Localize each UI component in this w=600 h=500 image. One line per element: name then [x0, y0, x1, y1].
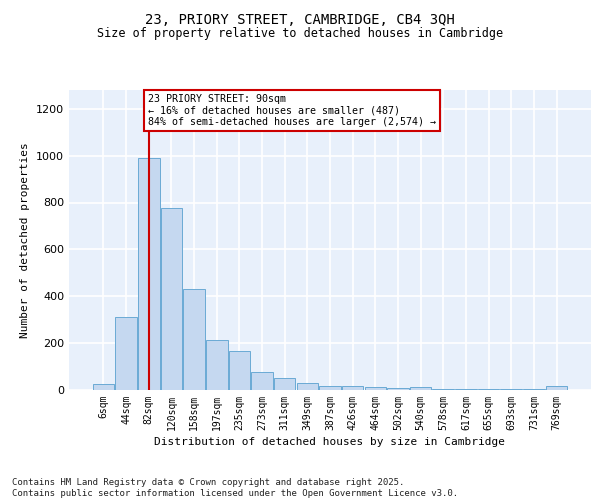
Bar	[206, 340, 227, 390]
Bar	[433, 389, 454, 390]
X-axis label: Distribution of detached houses by size in Cambridge: Distribution of detached houses by size …	[155, 437, 505, 447]
Text: 23, PRIORY STREET, CAMBRIDGE, CB4 3QH: 23, PRIORY STREET, CAMBRIDGE, CB4 3QH	[145, 12, 455, 26]
Bar	[161, 208, 182, 390]
Text: Size of property relative to detached houses in Cambridge: Size of property relative to detached ho…	[97, 28, 503, 40]
Y-axis label: Number of detached properties: Number of detached properties	[20, 142, 31, 338]
Bar	[138, 158, 160, 390]
Bar	[93, 384, 114, 390]
Bar	[342, 386, 364, 390]
Bar	[319, 386, 341, 390]
Bar	[184, 289, 205, 390]
Bar	[365, 387, 386, 390]
Bar	[410, 387, 431, 390]
Bar	[387, 388, 409, 390]
Text: 23 PRIORY STREET: 90sqm
← 16% of detached houses are smaller (487)
84% of semi-d: 23 PRIORY STREET: 90sqm ← 16% of detache…	[148, 94, 436, 126]
Bar	[229, 352, 250, 390]
Bar	[546, 386, 567, 390]
Bar	[251, 372, 273, 390]
Text: Contains HM Land Registry data © Crown copyright and database right 2025.
Contai: Contains HM Land Registry data © Crown c…	[12, 478, 458, 498]
Bar	[115, 318, 137, 390]
Bar	[274, 378, 295, 390]
Bar	[296, 383, 318, 390]
